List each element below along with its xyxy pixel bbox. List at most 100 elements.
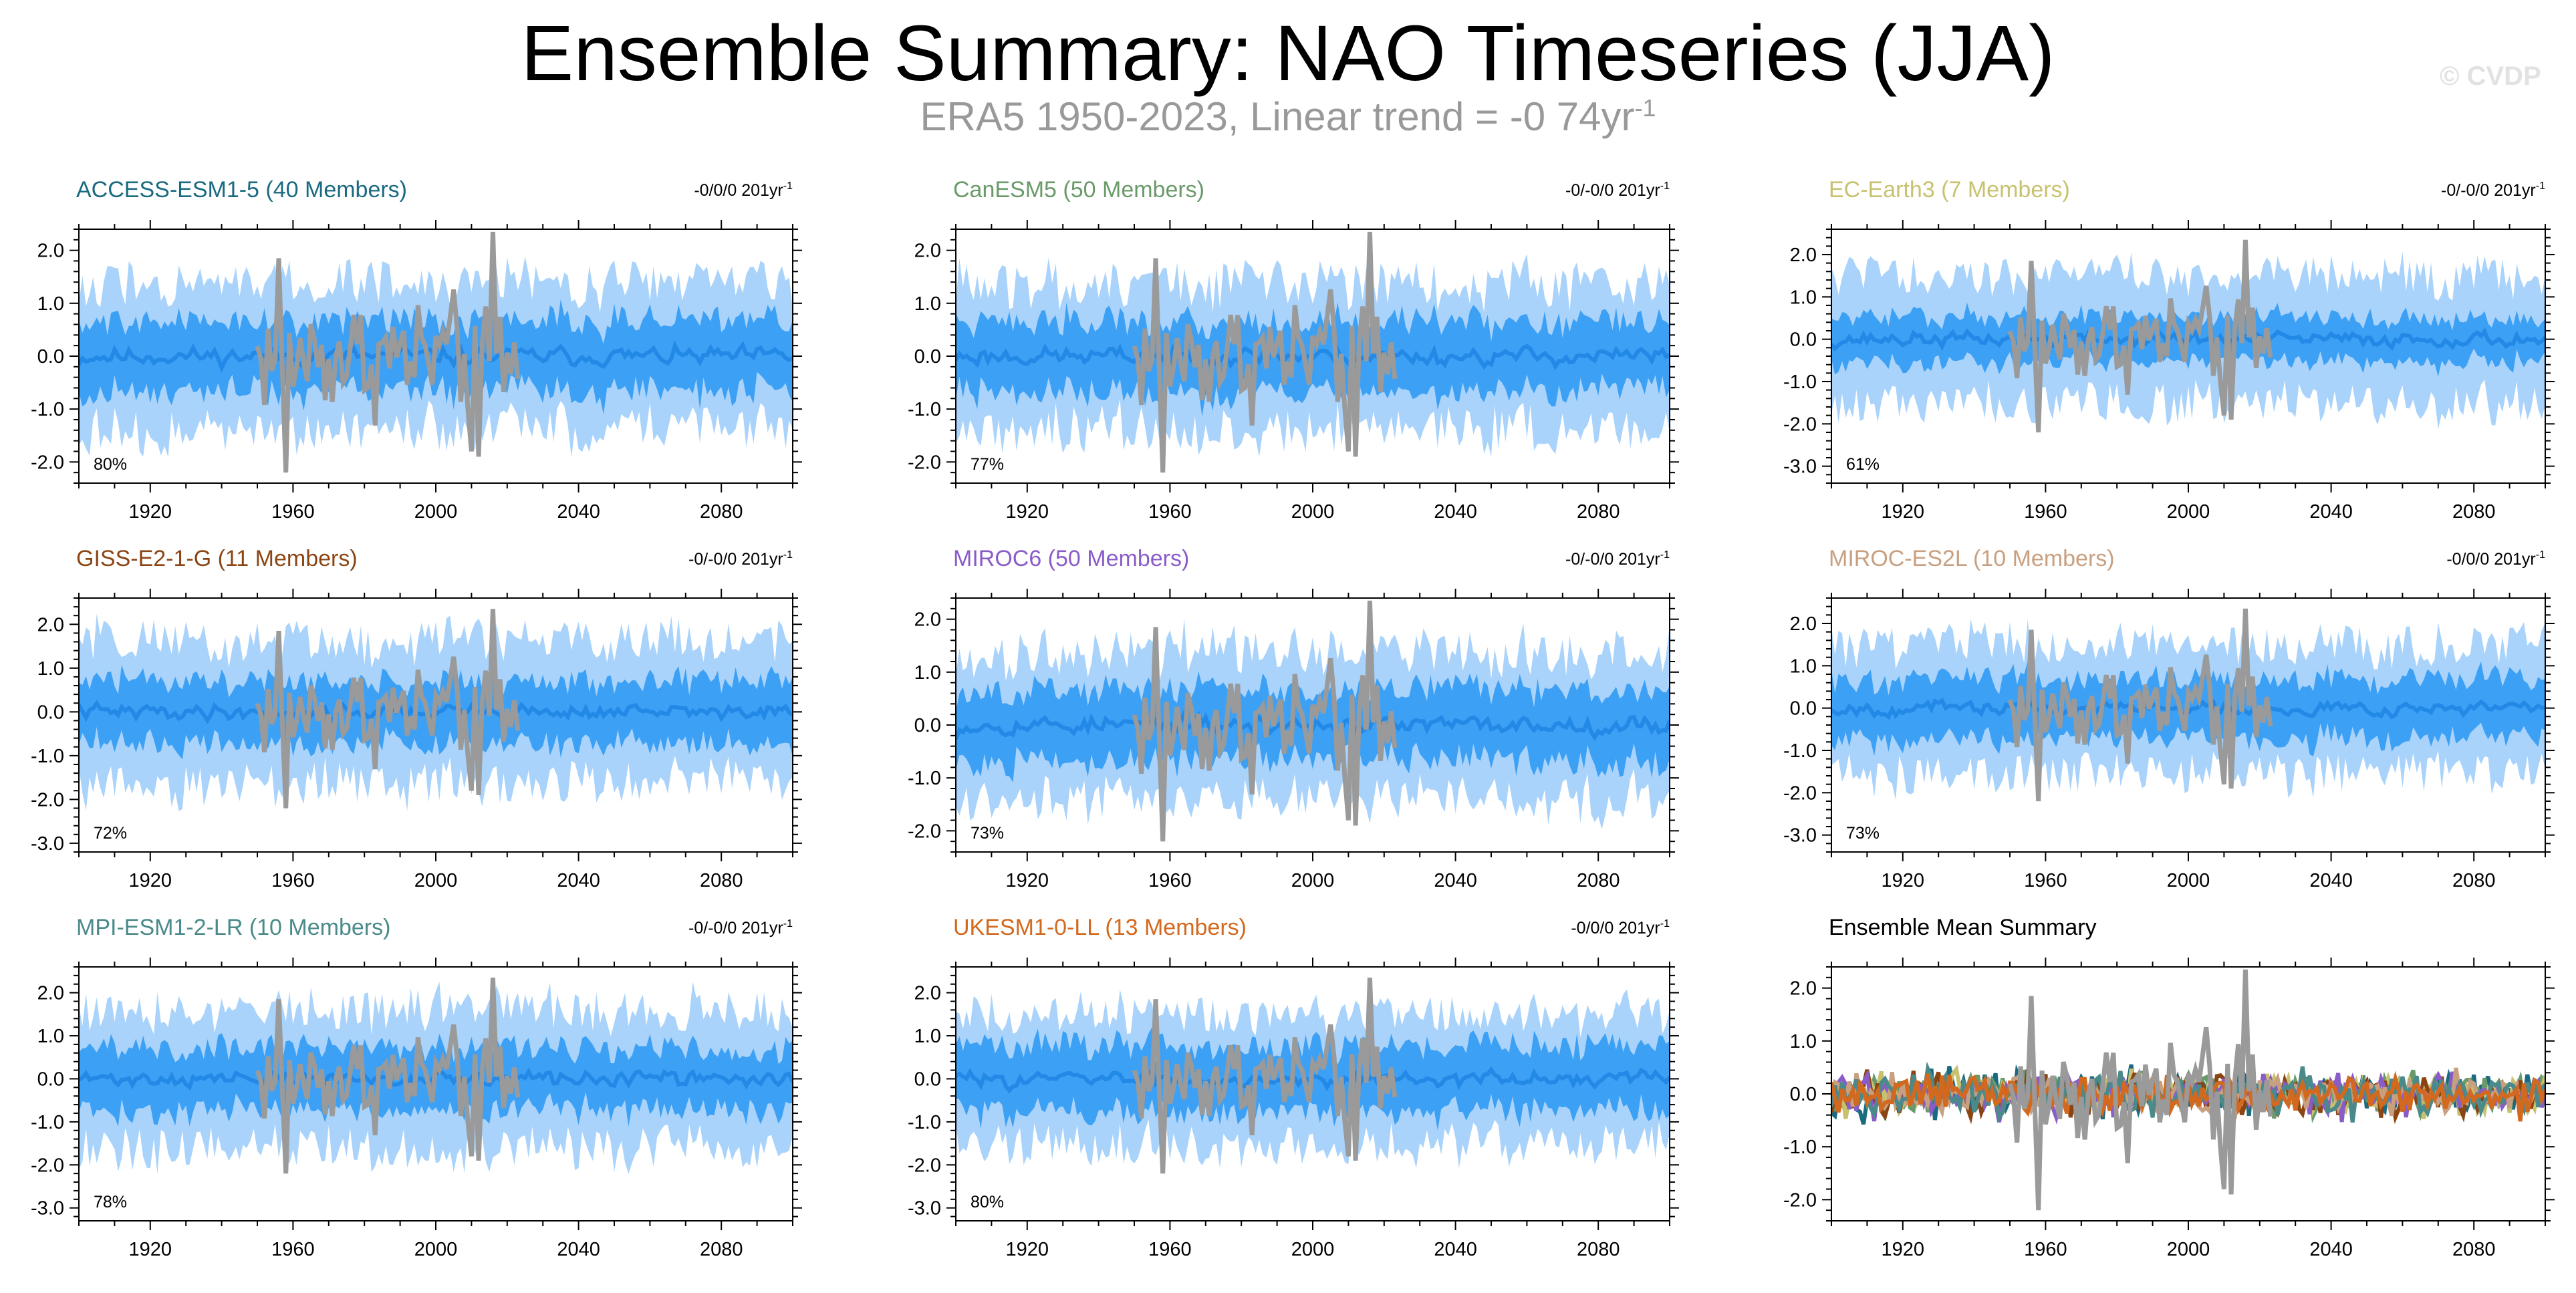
- y-tick-label: 0.0: [1790, 1084, 1817, 1105]
- y-tick-label: -3.0: [1783, 456, 1817, 478]
- y-tick-label: 1.0: [37, 293, 64, 315]
- y-tick-label: -1.0: [1783, 372, 1817, 393]
- y-tick-label: 2.0: [914, 609, 941, 631]
- y-tick-label: 0.0: [1790, 698, 1817, 720]
- y-tick-label: 1.0: [37, 658, 64, 680]
- observations-line: [2007, 969, 2273, 1211]
- panel-title: Ensemble Mean Summary: [1829, 915, 2097, 940]
- y-tick-label: 1.0: [1790, 1031, 1817, 1052]
- x-tick-label: 1960: [2024, 870, 2067, 891]
- trend-label: -0/0/0 201yr-1: [1571, 918, 1670, 938]
- y-tick-label: -1.0: [1783, 740, 1817, 762]
- x-tick-label: 1960: [2024, 501, 2067, 523]
- panel-5: MIROC6 (50 Members) -0/-0/0 201yr-1 2.0 1.0…: [908, 546, 1679, 891]
- panel-4: GISS-E2-1-G (11 Members) -0/-0/0 201yr-1 2…: [31, 546, 802, 891]
- plot-area: [1831, 969, 2545, 1211]
- plot-area: [79, 231, 793, 473]
- x-tick-label: 2080: [700, 501, 743, 523]
- y-tick-label: -1.0: [31, 746, 64, 767]
- x-tick-label: 2040: [2309, 870, 2353, 891]
- y-tick-label: -1.0: [31, 399, 64, 420]
- x-tick-label: 1920: [1882, 1239, 1925, 1260]
- x-tick-label: 2000: [1291, 870, 1335, 891]
- x-tick-label: 1920: [1882, 501, 1925, 523]
- x-tick-label: 1920: [1006, 1239, 1049, 1260]
- x-tick-label: 2040: [1434, 501, 1477, 523]
- y-tick-label: -3.0: [908, 1198, 941, 1219]
- x-tick-label: 2040: [2309, 1239, 2353, 1260]
- x-tick-label: 2000: [1291, 1239, 1335, 1260]
- plot-area: [956, 977, 1670, 1174]
- trend-label: -0/-0/0 201yr-1: [1565, 180, 1670, 200]
- observations-line: [1132, 600, 1398, 842]
- y-tick-label: -2.0: [1783, 782, 1817, 804]
- subtitle-text: ERA5 1950-2023, Linear trend = -0 74yr: [920, 94, 1635, 139]
- y-tick-label: 2.0: [37, 241, 64, 262]
- x-tick-label: 2080: [700, 870, 743, 891]
- y-tick-label: 0.0: [914, 346, 941, 368]
- x-tick-label: 2000: [414, 870, 458, 891]
- panel-title: MIROC-ES2L (10 Members): [1829, 546, 2115, 571]
- y-tick-label: 0.0: [37, 702, 64, 723]
- observations-line: [1132, 977, 1398, 1174]
- y-tick-label: -2.0: [31, 452, 64, 473]
- y-tick-label: 2.0: [914, 241, 941, 262]
- trend-label: -0/-0/0 201yr-1: [688, 549, 793, 569]
- y-tick-label: 0.0: [914, 715, 941, 736]
- observations-line: [2007, 239, 2273, 433]
- x-tick-label: 2080: [1577, 870, 1620, 891]
- plot-area: [79, 609, 793, 811]
- y-tick-label: -3.0: [31, 1198, 64, 1219]
- trend-label: -0/0/0 201yr-1: [694, 180, 793, 200]
- observations-line: [1132, 231, 1398, 473]
- x-tick-label: 1960: [2024, 1239, 2067, 1260]
- percent-label: 72%: [94, 824, 127, 843]
- x-tick-label: 2040: [557, 1239, 600, 1260]
- x-tick-label: 2080: [2452, 1239, 2496, 1260]
- x-tick-label: 1960: [1148, 1239, 1192, 1260]
- y-tick-label: -1.0: [1783, 1137, 1817, 1158]
- y-tick-label: 0.0: [37, 1068, 64, 1090]
- percent-label: 80%: [94, 455, 127, 474]
- x-tick-label: 2040: [557, 870, 600, 891]
- panel-7: MPI-ESM1-2-LR (10 Members) -0/-0/0 201yr-…: [31, 915, 802, 1260]
- y-tick-label: 1.0: [1790, 656, 1817, 677]
- x-tick-label: 2000: [2167, 501, 2210, 523]
- observations-line: [255, 609, 521, 809]
- x-tick-label: 2000: [2167, 870, 2210, 891]
- y-tick-label: 1.0: [1790, 287, 1817, 308]
- panel-title: MPI-ESM1-2-LR (10 Members): [76, 915, 390, 940]
- y-tick-label: -2.0: [1783, 1189, 1817, 1211]
- percent-label: 78%: [94, 1193, 127, 1211]
- x-tick-label: 1960: [271, 501, 315, 523]
- panel-title: GISS-E2-1-G (11 Members): [76, 546, 358, 571]
- percent-label: 77%: [971, 455, 1004, 474]
- y-tick-label: -1.0: [908, 1112, 941, 1133]
- y-tick-label: 2.0: [914, 983, 941, 1004]
- x-tick-label: 2040: [1434, 870, 1477, 891]
- plot-area: [79, 977, 793, 1175]
- subtitle-superscript: -1: [1634, 94, 1656, 122]
- y-tick-label: 0.0: [914, 1068, 941, 1090]
- x-tick-label: 1920: [1006, 501, 1049, 523]
- x-tick-label: 1920: [129, 1239, 172, 1260]
- y-tick-label: -2.0: [1783, 414, 1817, 435]
- percent-label: 80%: [971, 1193, 1004, 1211]
- percent-label: 73%: [971, 824, 1004, 843]
- panel-title: ACCESS-ESM1-5 (40 Members): [76, 177, 407, 202]
- x-tick-label: 2080: [2452, 870, 2496, 891]
- observations-line: [255, 231, 521, 473]
- trend-label: -0/-0/0 201yr-1: [688, 918, 793, 938]
- y-tick-label: 2.0: [37, 614, 64, 635]
- x-tick-label: 1920: [1006, 870, 1049, 891]
- x-tick-label: 2080: [1577, 1239, 1620, 1260]
- x-tick-label: 2080: [700, 1239, 743, 1260]
- trend-label: -0/-0/0 201yr-1: [1565, 549, 1670, 569]
- y-tick-label: 1.0: [914, 662, 941, 684]
- x-tick-label: 2040: [1434, 1239, 1477, 1260]
- panel-title: CanESM5 (50 Members): [953, 177, 1204, 202]
- plot-area: [1831, 239, 2545, 433]
- y-tick-label: -2.0: [31, 789, 64, 811]
- x-tick-label: 1960: [1148, 870, 1192, 891]
- panel-title: UKESM1-0-LL (13 Members): [953, 915, 1247, 940]
